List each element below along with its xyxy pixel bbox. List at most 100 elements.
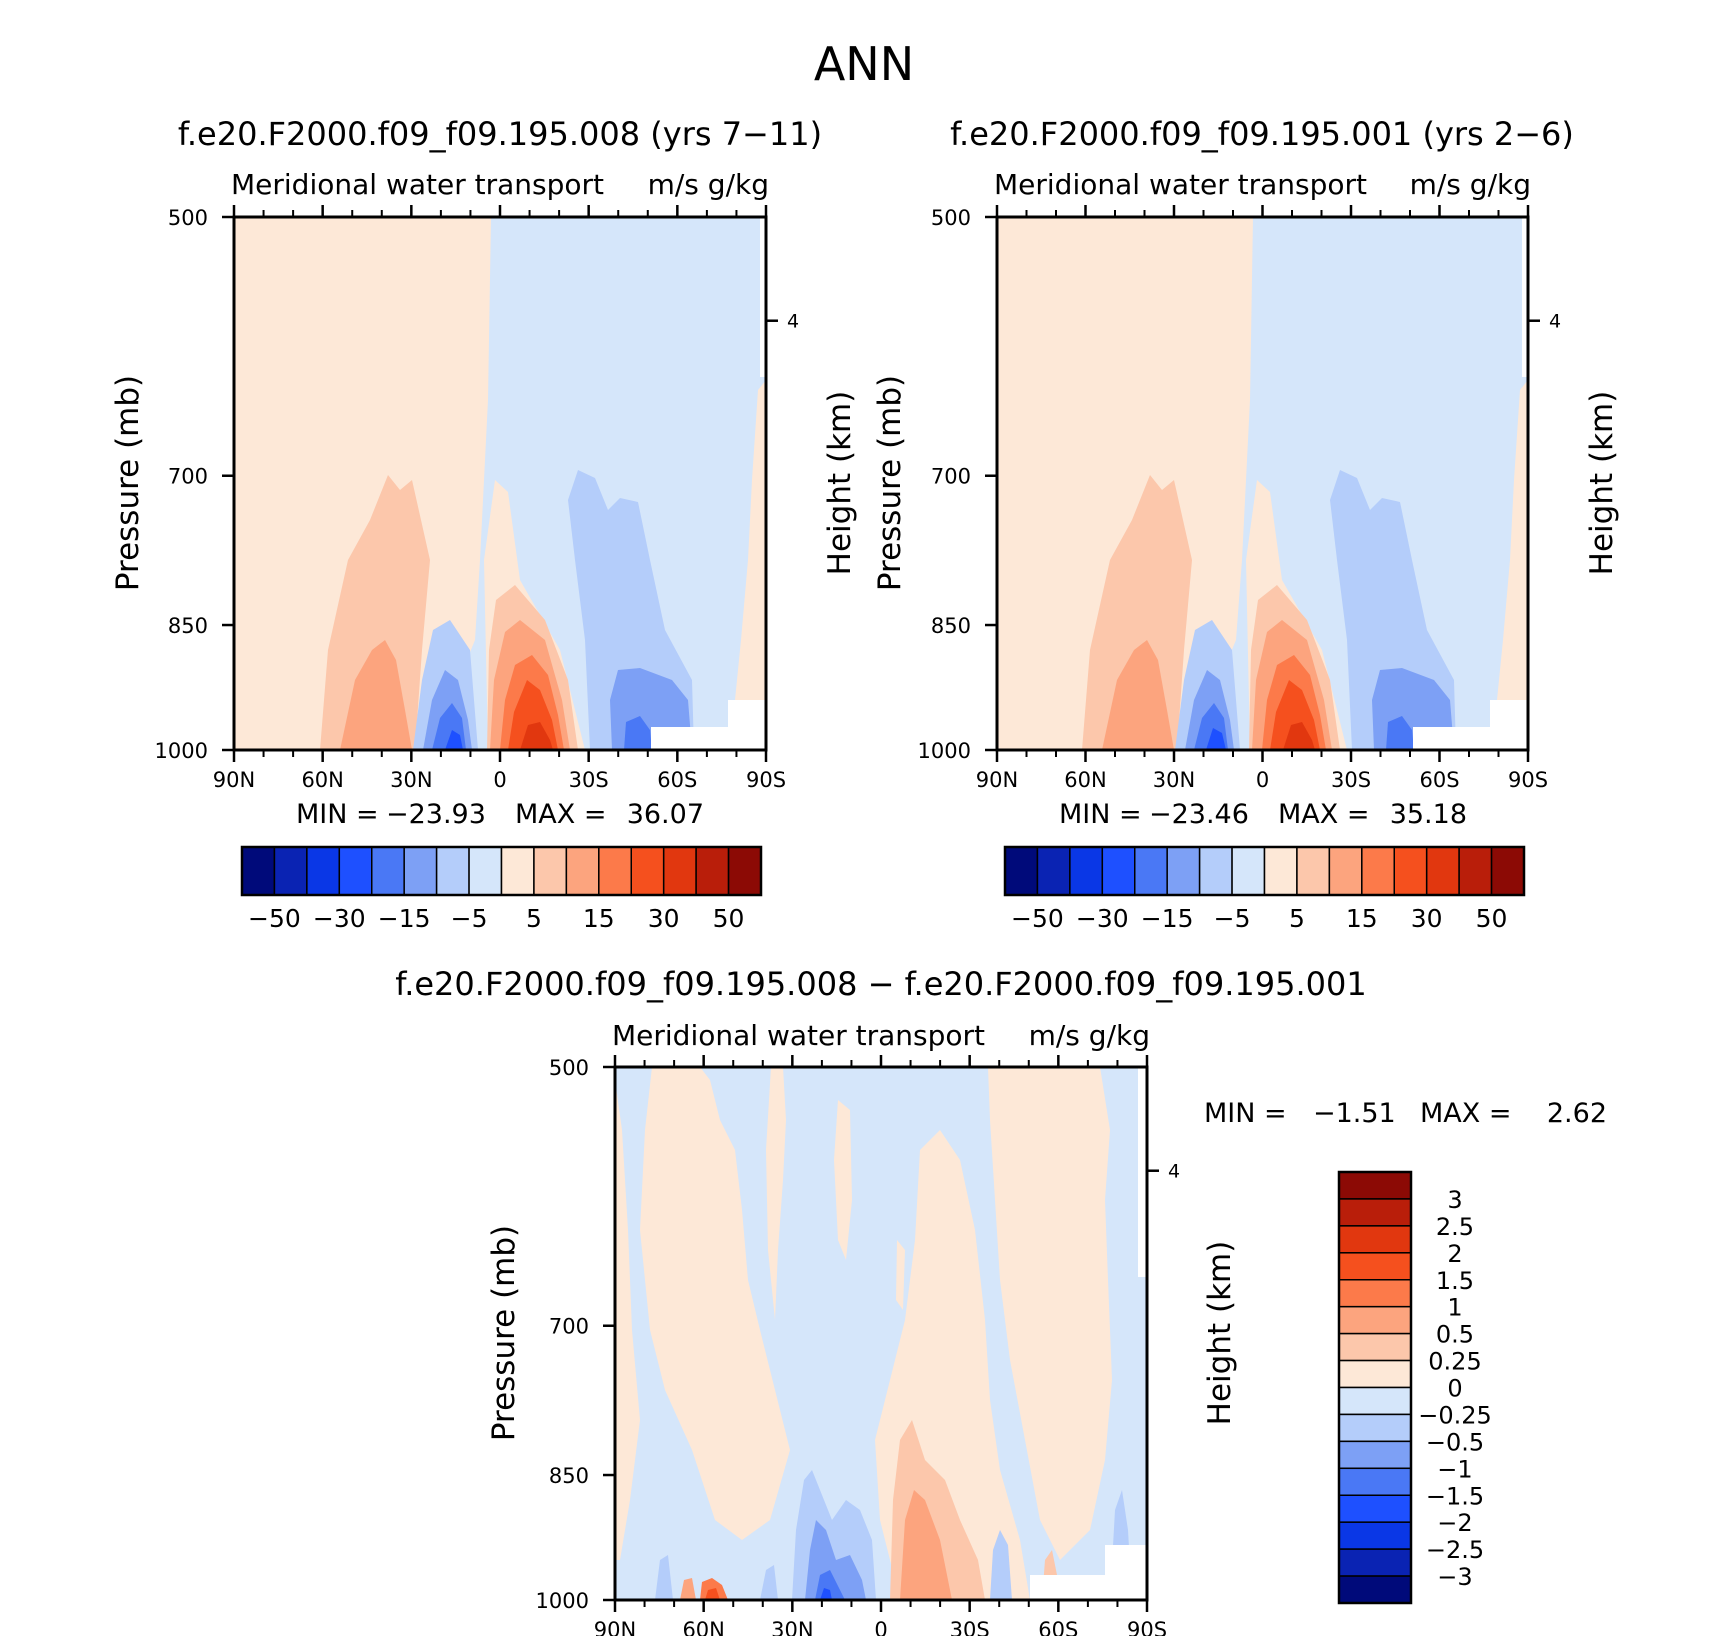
colorbar-label: 50	[713, 904, 745, 933]
panel-difference-max-label: MAX =	[1420, 1098, 1511, 1129]
panel-right: f.e20.F2000.f09_f09.195.001 (yrs 2−6) Me…	[872, 115, 1620, 933]
colorbar-swatch	[273, 846, 308, 896]
y-tick-label: 700	[549, 1315, 589, 1339]
colorbar-label: 15	[1346, 904, 1378, 933]
colorbar-swatch	[306, 846, 341, 896]
contour-band	[988, 1067, 1112, 1560]
panel-left-colorbar: −50 −30 −15 −5 5 15 30 50	[240, 845, 763, 933]
missing-data-mask	[651, 727, 765, 750]
missing-data-mask	[1105, 1545, 1147, 1575]
colorbar-swatch	[533, 846, 568, 896]
panel-left-ylabel: Pressure (mb)	[110, 375, 146, 591]
contour-band	[896, 1240, 905, 1310]
missing-data-mask	[1522, 217, 1528, 377]
x-tick-label: 90S	[1127, 1618, 1167, 1636]
panel-left-ylabel-right: Height (km)	[822, 391, 858, 576]
panel-right-min-label: MIN =	[1059, 799, 1142, 830]
colorbar-swatch	[1198, 846, 1233, 896]
colorbar-label: 30	[1411, 904, 1443, 933]
colorbar-swatch	[1338, 1575, 1412, 1604]
colorbar-swatch	[1338, 1171, 1412, 1200]
colorbar-label: 0.5	[1436, 1321, 1474, 1349]
contour-band	[718, 1180, 738, 1270]
colorbar-label: 50	[1476, 904, 1508, 933]
contour-band	[735, 380, 766, 700]
panel-right-ylabel: Pressure (mb)	[872, 375, 908, 591]
colorbar-swatch	[468, 846, 503, 896]
x-tick-label: 90S	[1508, 768, 1548, 792]
colorbar-label: −5	[1214, 904, 1251, 933]
colorbar-swatch	[1490, 846, 1525, 896]
colorbar-frame	[1337, 1170, 1413, 1605]
x-tick-label: 0	[874, 1618, 887, 1636]
colorbar-swatch	[1338, 1332, 1412, 1362]
colorbar-label: 2	[1447, 1240, 1462, 1268]
contour-band	[520, 722, 553, 750]
contour-band	[1283, 722, 1315, 750]
panel-left-min-value: −23.93	[386, 799, 486, 830]
panel-right-max-value: 35.18	[1390, 799, 1467, 830]
y-tick-label: 1000	[155, 739, 208, 763]
contour-band	[820, 1588, 832, 1600]
y-tick-label: 850	[168, 614, 208, 638]
colorbar-swatch	[1134, 846, 1168, 896]
x-tick-label: 0	[1256, 768, 1269, 792]
colorbar-label: −50	[248, 904, 301, 933]
contour-band	[1082, 475, 1192, 750]
x-tick-label: 30N	[1153, 768, 1195, 792]
colorbar-frame	[1003, 845, 1526, 897]
colorbar-swatch	[1338, 1305, 1412, 1335]
colorbar-swatch	[1231, 846, 1266, 896]
colorbar-swatch	[565, 846, 600, 896]
x-tick-label: 90N	[594, 1618, 636, 1636]
x-tick-label: 0	[493, 768, 506, 792]
contour-band	[234, 217, 491, 750]
panel-left-axes: 90N 60N 30N 0 30S 60S 90S 500 700 850 1000 4	[155, 205, 799, 792]
missing-data-mask	[1138, 1067, 1147, 1277]
colorbar-label: −50	[1011, 904, 1064, 933]
colorbar-swatch	[1338, 1198, 1412, 1227]
x-tick-label: 90S	[746, 768, 786, 792]
contour-band	[320, 475, 430, 750]
colorbar-swatch	[1338, 1279, 1412, 1308]
colorbar-label: −15	[378, 904, 431, 933]
contour-band	[445, 730, 463, 750]
colorbar-swatch	[1101, 846, 1136, 896]
colorbar-label: −1.5	[1426, 1482, 1484, 1510]
colorbar-swatch	[1338, 1386, 1412, 1416]
colorbar-label: −2	[1437, 1509, 1472, 1537]
x-tick-label: 30S	[950, 1618, 990, 1636]
contour-band	[615, 1080, 640, 1560]
panel-right-ylabel-right: Height (km)	[1584, 391, 1620, 576]
x-tick-label: 60N	[1064, 768, 1106, 792]
colorbar-label: −1	[1437, 1455, 1472, 1483]
missing-data-mask	[760, 217, 766, 377]
colorbar-swatch	[1338, 1494, 1412, 1523]
x-tick-label: 90N	[976, 768, 1018, 792]
y-tick-label: 500	[549, 1056, 589, 1080]
figure-title: ANN	[814, 37, 914, 91]
colorbar-label: 1	[1447, 1294, 1462, 1322]
x-tick-label: 30N	[390, 768, 432, 792]
colorbar-label: −5	[451, 904, 488, 933]
y-right-tick-label: 4	[787, 311, 799, 333]
colorbar-frame	[240, 845, 763, 897]
panel-difference-max-value: 2.62	[1547, 1098, 1607, 1129]
y-right-tick-label: 4	[1168, 1161, 1180, 1183]
x-tick-label: 60N	[682, 1618, 724, 1636]
colorbar-label: 15	[583, 904, 615, 933]
x-tick-label: 30S	[569, 768, 609, 792]
missing-data-mask	[1030, 1575, 1147, 1600]
colorbar-swatch	[338, 846, 373, 896]
colorbar-label: −2.5	[1426, 1536, 1484, 1564]
colorbar-swatch	[1338, 1413, 1412, 1443]
colorbar-swatch	[435, 846, 470, 896]
y-tick-label: 500	[168, 206, 208, 230]
colorbar-swatch	[1338, 1548, 1412, 1577]
colorbar-label: −15	[1141, 904, 1194, 933]
panel-difference-title: f.e20.F2000.f09_f09.195.008 − f.e20.F200…	[395, 965, 1367, 1003]
colorbar-swatch	[727, 846, 762, 896]
panel-difference-colorbar: 32.521.510.50.250−0.25−0.5−1−1.5−2−2.5−3	[1337, 1170, 1492, 1605]
panel-difference-subtitle: Meridional water transport	[612, 1019, 985, 1052]
